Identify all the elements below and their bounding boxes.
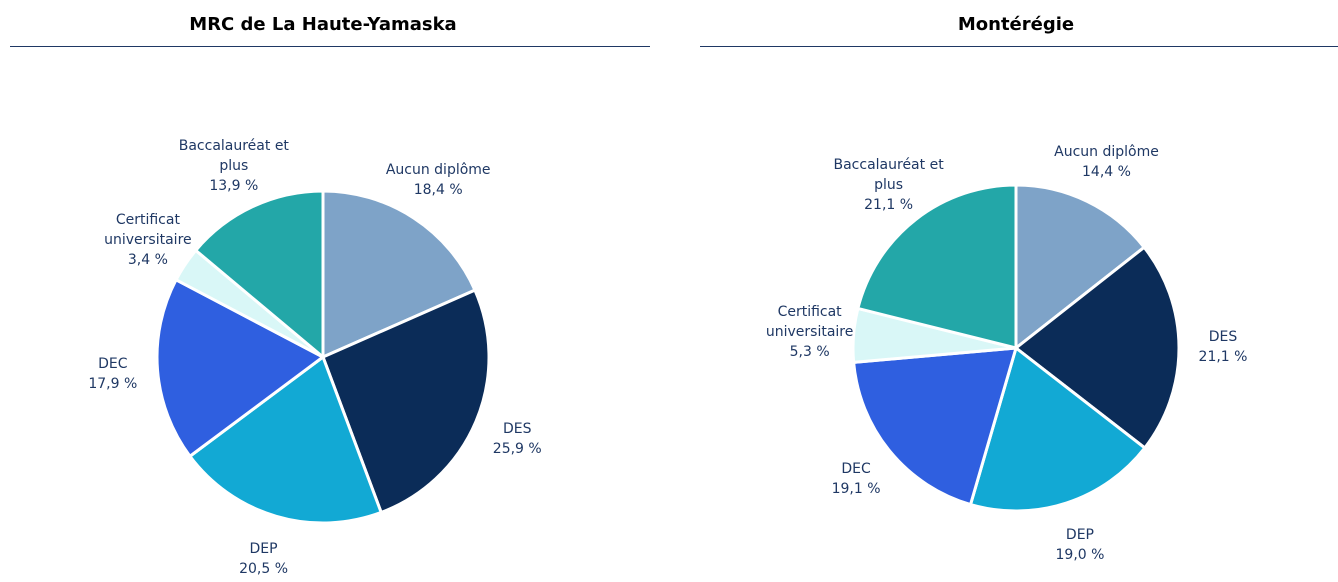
chart-title: Montérégie	[957, 14, 1075, 35]
slice-label: Baccalauréat et plus 21,1 %	[829, 155, 949, 215]
slice-label: DEP 20,5 %	[204, 539, 324, 579]
slice-name: DEC	[841, 461, 871, 478]
slice-value: 19,1 %	[831, 481, 881, 498]
slice-label: Certificat universitaire 3,4 %	[88, 210, 208, 270]
slice-name: Aucun diplôme	[385, 162, 491, 179]
slice-name: DEC	[98, 355, 128, 372]
slice-label: Certificat universitaire 5,3 %	[750, 302, 870, 362]
slice-name: Certificat universitaire	[765, 303, 854, 340]
slice-value: 21,1 %	[864, 196, 914, 213]
slice-name: DEP	[1065, 526, 1094, 543]
slice-value: 13,9 %	[209, 177, 259, 194]
slice-value: 19,0 %	[1055, 546, 1105, 563]
slice-value: 17,9 %	[88, 375, 138, 392]
pie-slice	[852, 346, 1019, 507]
slice-label: DEC 19,1 %	[796, 459, 916, 499]
slice-name: Certificat universitaire	[104, 211, 192, 248]
pie-slice	[1013, 245, 1181, 451]
slice-name: DEP	[249, 541, 278, 558]
slice-value: 3,4 %	[127, 251, 168, 268]
slice-value: 14,4 %	[1082, 163, 1131, 180]
pie-slice	[321, 189, 477, 360]
slice-name: Baccalauréat et plus	[833, 156, 944, 193]
slice-name: DES	[1208, 329, 1238, 346]
pie-slice	[1014, 183, 1147, 352]
slice-value: 20,5 %	[239, 561, 289, 578]
slice-name: Baccalauréat et plus	[178, 137, 289, 174]
title-rule	[700, 46, 1338, 47]
chart-title: MRC de La Haute-Yamaska	[189, 14, 457, 35]
slice-label: Aucun diplôme 14,4 %	[1046, 142, 1166, 182]
pie-slice	[968, 345, 1147, 513]
pie-slice	[321, 288, 491, 515]
slice-value: 5,3 %	[789, 343, 830, 360]
pie-slice	[856, 183, 1018, 350]
pie-slice	[187, 354, 384, 525]
slice-name: Aucun diplôme	[1054, 143, 1159, 160]
slice-value: 25,9 %	[492, 440, 542, 457]
slice-label: DES 25,9 %	[457, 419, 577, 459]
title-rule	[10, 46, 650, 47]
slice-label: Aucun diplôme 18,4 %	[378, 160, 498, 200]
slice-label: DEC 17,9 %	[53, 354, 173, 394]
slice-label: Baccalauréat et plus 13,9 %	[174, 136, 294, 196]
slice-value: 21,1 %	[1198, 349, 1248, 366]
slice-label: DEP 19,0 %	[1020, 525, 1140, 565]
slice-name: DES	[502, 420, 532, 437]
pie-slice	[193, 189, 325, 361]
slice-value: 18,4 %	[413, 182, 463, 199]
pie-slice	[155, 277, 326, 459]
slice-label: DES 21,1 %	[1163, 327, 1283, 367]
